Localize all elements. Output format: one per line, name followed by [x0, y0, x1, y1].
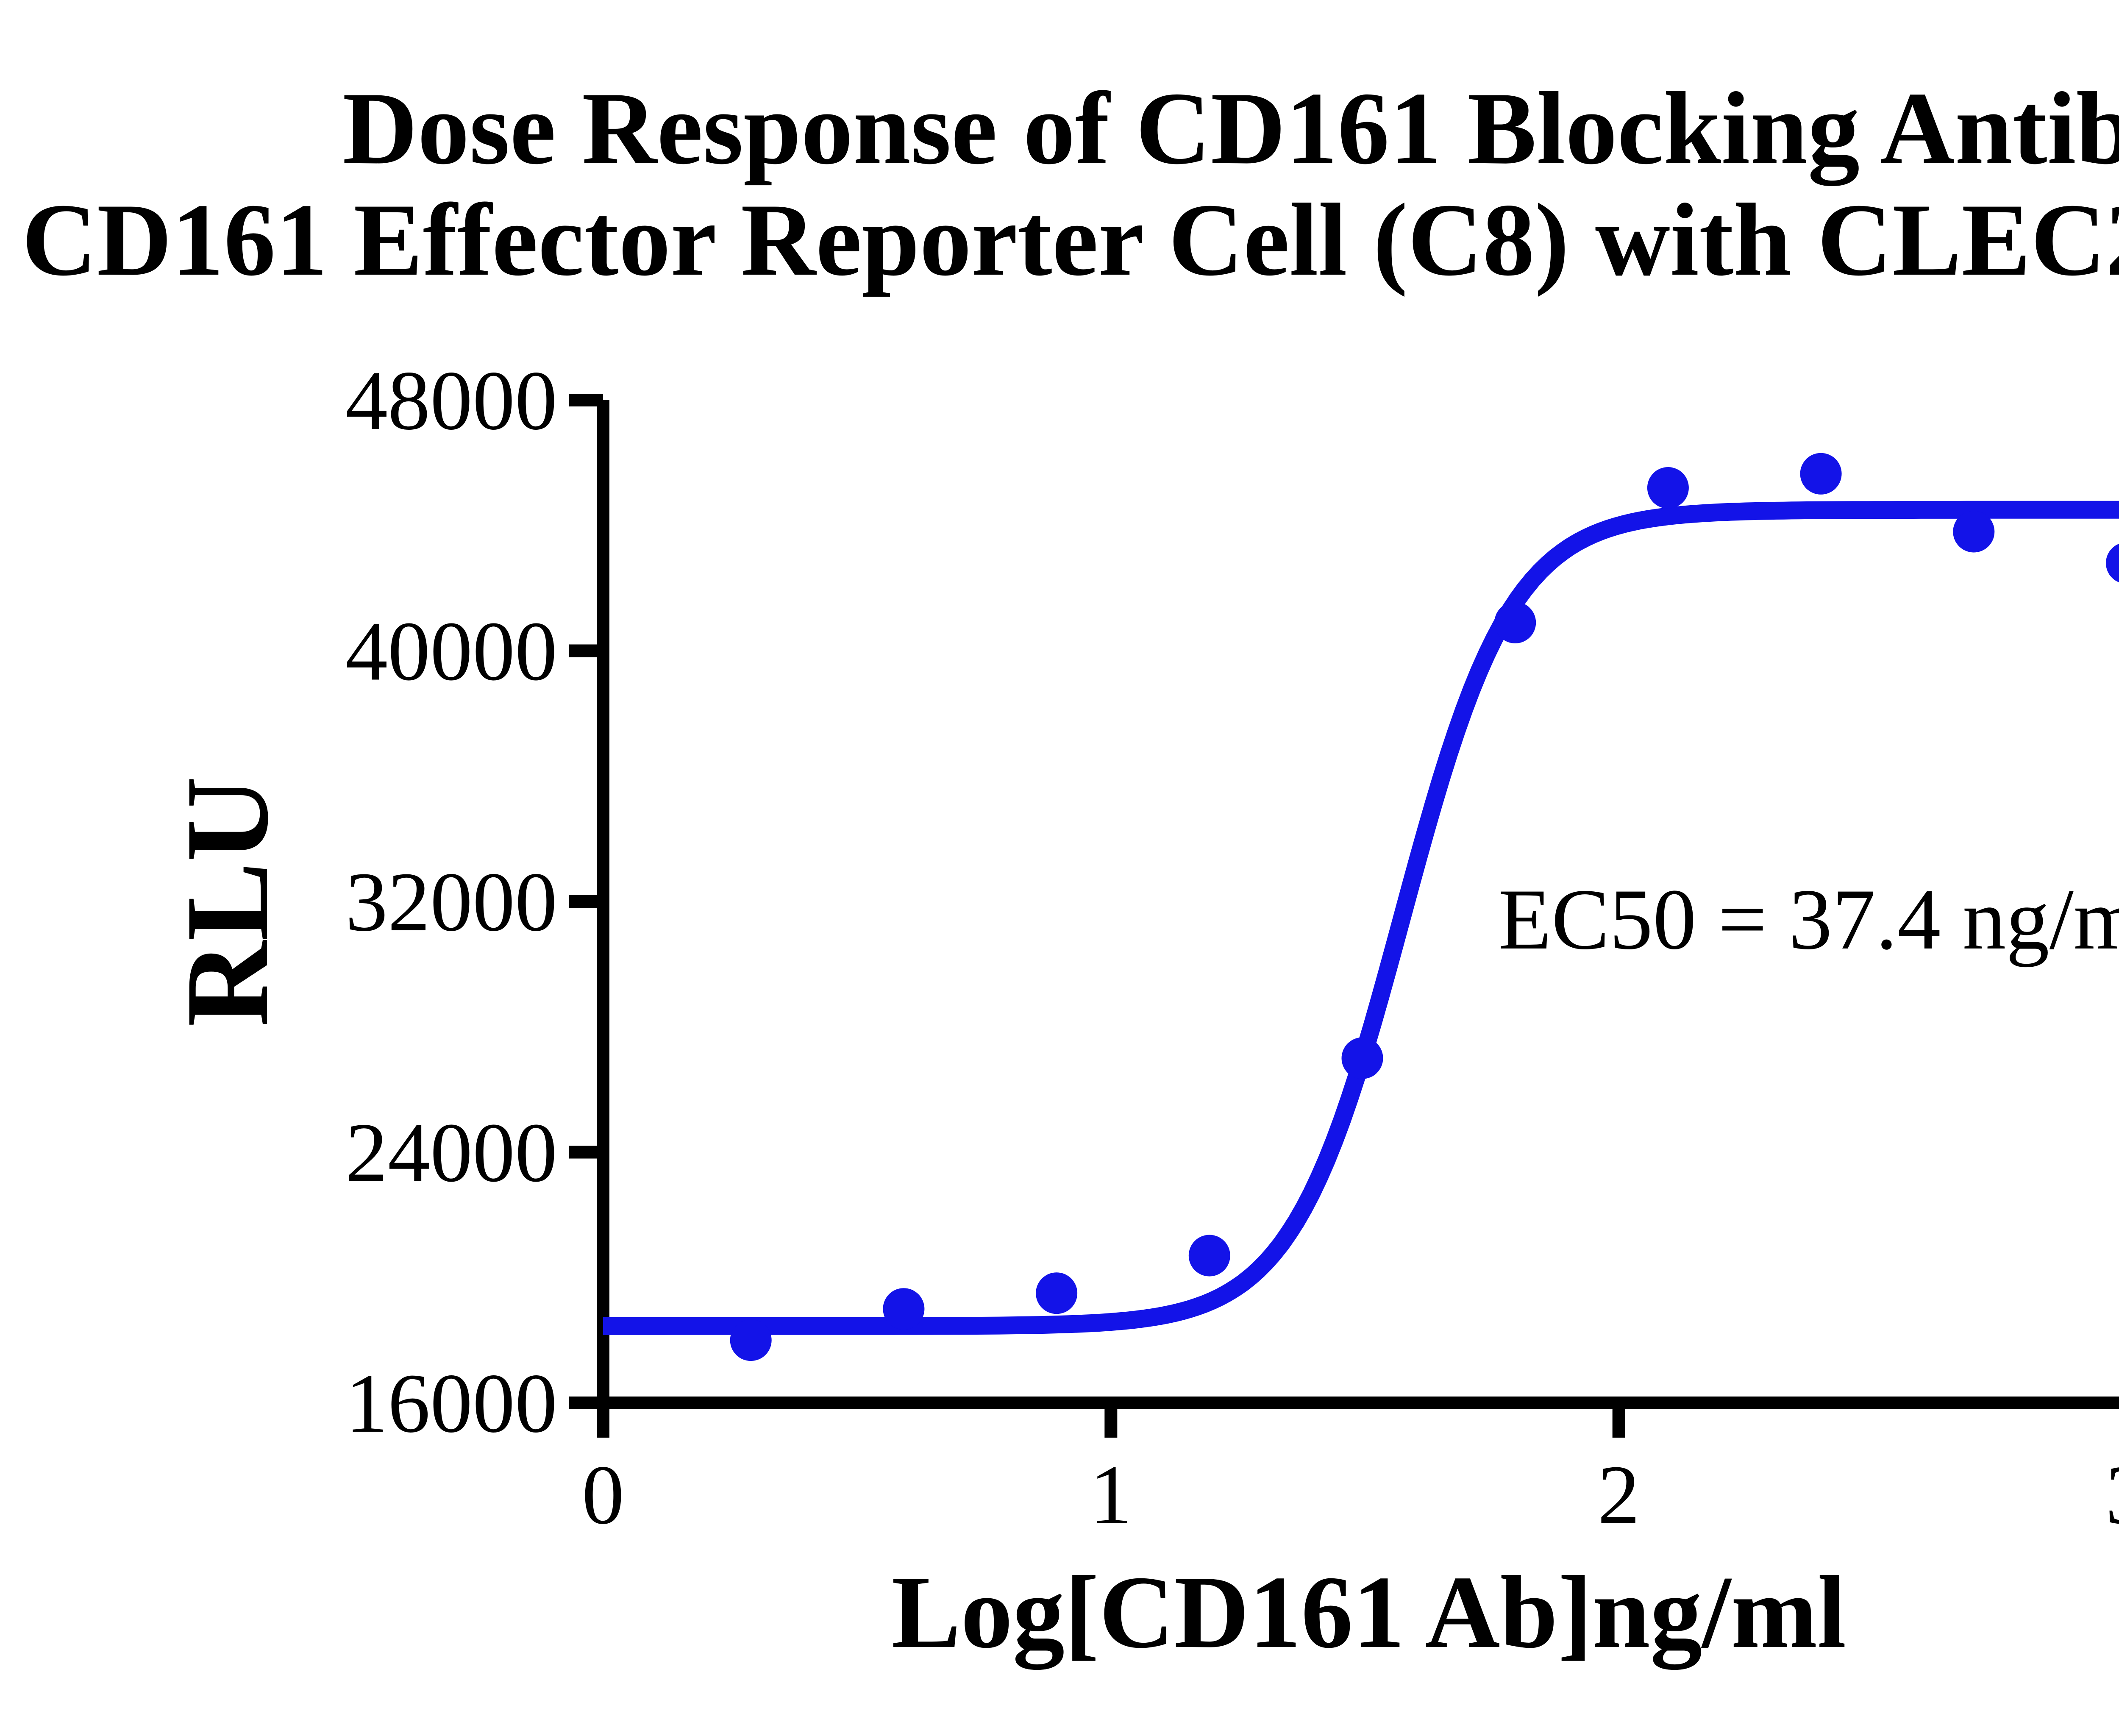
x-tick-label: 0 [582, 1448, 624, 1542]
y-axis: 16000 24000 32000 40000 48000 [345, 354, 609, 1450]
y-tick-label: 24000 [345, 1106, 557, 1200]
data-point [1188, 1235, 1230, 1277]
y-tick-label: 48000 [345, 354, 557, 448]
data-point [1800, 453, 1842, 495]
data-points [730, 453, 2119, 1361]
chart-title-line1: Dose Response of CD161 Blocking Antibody… [342, 71, 2119, 186]
data-point [1036, 1272, 1078, 1314]
chart-title-line2: CD161 Effector Reporter Cell (C8) with C… [22, 182, 2119, 297]
y-tick-label: 32000 [345, 855, 557, 949]
data-point [1494, 602, 1536, 643]
x-tick-label: 2 [1598, 1448, 1640, 1542]
data-point [1647, 467, 1689, 509]
x-axis-title: Log[CD161 Ab]ng/ml [892, 1555, 1846, 1670]
ec50-annotation: EC50 = 37.4 ng/ml [1499, 871, 2119, 968]
x-tick-label: 3 [2105, 1448, 2119, 1542]
data-point [730, 1319, 772, 1361]
data-point [1953, 511, 1995, 553]
data-point [1341, 1037, 1383, 1079]
data-point [883, 1288, 925, 1330]
y-axis-title: RLU [161, 776, 293, 1027]
x-tick-label: 1 [1090, 1448, 1132, 1542]
x-axis: 0 1 2 3 [577, 1397, 2119, 1542]
y-tick-label: 40000 [345, 605, 557, 698]
data-point [2106, 543, 2119, 583]
y-tick-label: 16000 [345, 1357, 557, 1450]
